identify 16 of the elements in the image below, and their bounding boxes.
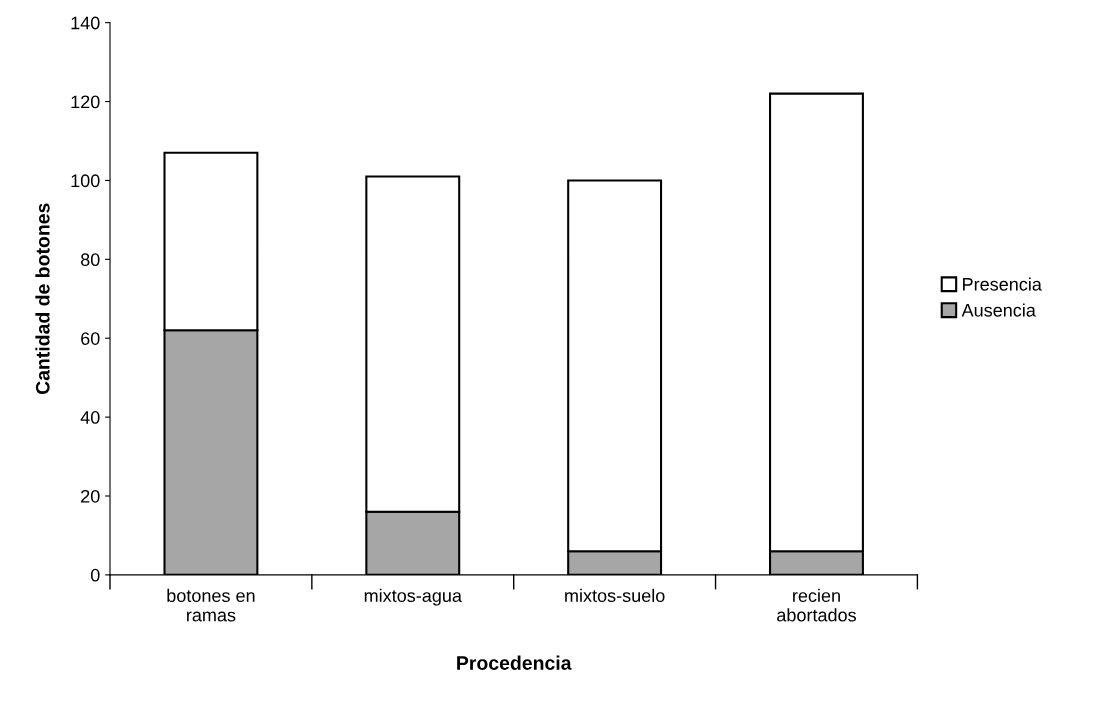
x-tick-label: recien abortados [777,588,856,622]
y-axis-title: Cantidad de botones [35,203,50,395]
x-axis-title: Procedencia [457,655,572,670]
y-tick-label: 60 [81,332,100,345]
x-tick-label: botones en ramas [167,588,255,622]
legend-label: Presencia [963,277,1042,291]
x-tick-label: mixtos-agua [364,588,462,606]
y-tick-label: 120 [71,95,100,109]
y-tick-label: 0 [90,568,100,582]
y-tick-label: 20 [81,489,100,503]
legend-label: Ausencia [961,303,1036,317]
y-tick-label: 140 [71,16,100,30]
y-tick-label: 40 [80,411,100,424]
y-tick-label: 80 [80,253,100,267]
y-tick-label: 100 [71,174,100,188]
x-tick-label: mixtos-suelo [565,588,665,603]
